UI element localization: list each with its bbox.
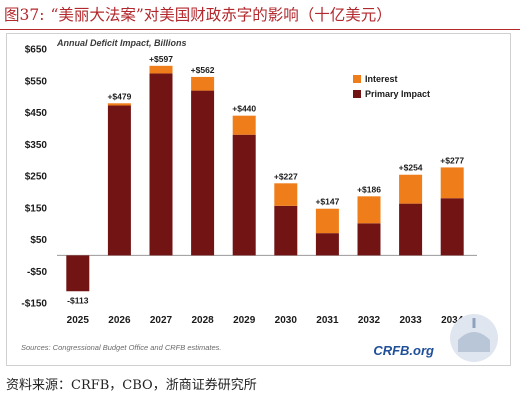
bar-total-label: +$186 — [357, 184, 381, 194]
bar-primary-impact — [274, 205, 298, 256]
capitol-dome-icon — [458, 332, 490, 352]
title-divider — [0, 29, 520, 30]
chart-source-text: Sources: Congressional Budget Office and… — [21, 343, 222, 352]
bar-total-label: +$479 — [107, 91, 131, 101]
bar-interest — [399, 174, 423, 204]
logo-text: CRFB.org — [373, 343, 434, 358]
x-tick-label: 2029 — [233, 315, 256, 326]
x-tick-label: 2034 — [441, 315, 464, 326]
figure-title: 图37: “美丽大法案”对美国财政赤字的影响（十亿美元） — [4, 2, 516, 28]
bar-primary-impact — [399, 203, 423, 256]
y-tick-label: $450 — [25, 108, 48, 119]
x-tick-label: 2032 — [358, 315, 381, 326]
bar-primary-impact — [107, 105, 131, 256]
bar-total-label: -$113 — [67, 295, 89, 305]
capitol-spire-icon — [472, 318, 476, 328]
legend-label: Interest — [365, 74, 398, 84]
y-tick-label: $550 — [25, 76, 48, 87]
bar-interest — [357, 196, 381, 224]
chart-panel: Annual Deficit Impact, Billions -$150 -$50… — [6, 33, 511, 366]
x-tick-label: 2031 — [316, 315, 339, 326]
bar-interest — [191, 76, 215, 91]
bar-total-label: +$277 — [440, 155, 464, 165]
bar-interest — [107, 103, 131, 106]
legend-swatch — [353, 90, 361, 98]
bar-total-label: +$227 — [274, 171, 298, 181]
bar-interest — [315, 208, 339, 234]
bar-interest — [232, 115, 256, 135]
bar-interest — [274, 183, 298, 206]
bar-primary-impact — [315, 233, 339, 256]
y-tick-label: $50 — [30, 235, 47, 246]
x-tick-label: 2026 — [108, 315, 131, 326]
figure-title-text: “美丽大法案”对美国财政赤字的影响（十亿美元） — [50, 6, 392, 24]
x-tick-label: 2030 — [275, 315, 298, 326]
bar-interest — [149, 65, 173, 74]
bar-primary-impact — [357, 223, 381, 256]
bar-total-label: +$147 — [315, 197, 339, 207]
bar-total-label: +$562 — [191, 65, 215, 75]
x-tick-label: 2025 — [67, 315, 90, 326]
bar-primary-impact — [232, 134, 256, 256]
bar-primary-impact — [191, 90, 215, 256]
chart-subtitle: Annual Deficit Impact, Billions — [56, 38, 187, 48]
bar-primary-impact — [66, 255, 90, 292]
bar-primary-impact — [440, 198, 464, 256]
y-tick-label: $250 — [25, 172, 48, 183]
bar-total-label: +$440 — [232, 104, 256, 114]
bar-interest — [440, 167, 464, 199]
y-tick-label: -$150 — [21, 299, 47, 310]
bar-total-label: +$254 — [399, 163, 423, 173]
y-tick-label: -$50 — [27, 267, 47, 278]
bar-total-label: +$597 — [149, 54, 173, 64]
legend-swatch — [353, 75, 361, 83]
y-tick-label: $350 — [25, 140, 48, 151]
x-tick-label: 2033 — [399, 315, 422, 326]
crfb-logo: CRFB.org — [373, 314, 498, 362]
figure-number: 图37: — [4, 6, 45, 24]
y-tick-label: $150 — [25, 203, 48, 214]
x-tick-label: 2028 — [191, 315, 214, 326]
deficit-chart: Annual Deficit Impact, Billions -$150 -$50… — [21, 38, 498, 362]
bar-primary-impact — [149, 73, 173, 256]
y-tick-label: $650 — [25, 45, 48, 56]
source-note: 资料来源：CRFB，CBO，浙商证券研究所 — [6, 378, 257, 393]
x-tick-label: 2027 — [150, 315, 173, 326]
legend-label: Primary Impact — [365, 89, 430, 99]
